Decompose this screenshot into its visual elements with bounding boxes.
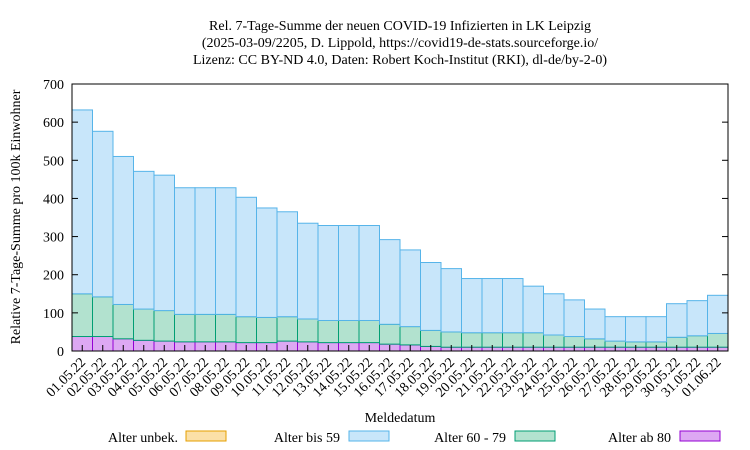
bar-alter-bis-59-23 (543, 293, 565, 336)
bar-alter-bis-59-27 (625, 316, 647, 343)
bar-alter-60-79-17 (420, 329, 442, 347)
y-tick-label-2: 200 (43, 269, 64, 284)
y-axis-label: Relative 7-Tage-Summe pro 100k Einwohner (9, 89, 24, 344)
legend: Alter unbek. Alter bis 59 Alter 60 - 79 Alt… (108, 430, 721, 446)
legend-swatch-alter-60-79 (514, 430, 556, 442)
y-axis: 0 100 200 300 400 500 600 700 (43, 78, 728, 360)
bar-alter-bis-59-2 (112, 155, 134, 305)
chart-title-line-3: Lizenz: CC BY-ND 4.0, Daten: Robert Koch… (193, 53, 607, 68)
legend-swatch-alter-unbek (185, 430, 227, 442)
bar-alter-bis-59-26 (604, 316, 626, 342)
legend-swatch-alter-bis-59 (348, 430, 390, 442)
legend-label-alter-ab-80: Alter ab 80 (608, 431, 671, 446)
bar-alter-bis-59-30 (686, 300, 708, 337)
y-tick-label-7: 700 (43, 78, 64, 93)
y-tick-label-3: 300 (43, 231, 64, 246)
bar-alter-60-79-6 (194, 313, 216, 343)
y-tick-label-5: 500 (43, 154, 64, 169)
bar-alter-bis-59-9 (256, 207, 278, 318)
bar-alter-bis-59-4 (153, 174, 175, 312)
bar-alter-60-79-7 (215, 313, 237, 343)
bar-alter-bis-59-31 (707, 294, 729, 334)
bar-alter-bis-59-17 (420, 262, 442, 331)
chart-title-line-1: Rel. 7-Tage-Summe der neuen COVID-19 Inf… (209, 19, 591, 34)
bar-alter-60-79-0 (71, 293, 93, 338)
bar-alter-bis-59-20 (481, 278, 503, 334)
legend-label-alter-unbek: Alter unbek. (108, 431, 178, 446)
bar-alter-60-79-1 (92, 296, 114, 338)
x-axis: 01.05.2202.05.2203.05.2204.05.2205.05.22… (44, 345, 725, 400)
bars-group (71, 109, 729, 352)
bar-alter-60-79-13 (338, 319, 360, 344)
bar-alter-bis-59-3 (133, 170, 155, 310)
chart-title: Rel. 7-Tage-Summe der neuen COVID-19 Inf… (193, 19, 607, 68)
bar-alter-60-79-5 (174, 313, 196, 343)
bar-alter-bis-59-22 (522, 285, 544, 334)
legend-label-alter-bis-59: Alter bis 59 (274, 431, 340, 446)
y-tick-label-1: 100 (43, 307, 64, 322)
bar-alter-bis-59-13 (338, 225, 360, 321)
x-axis-label: Meldedatum (365, 411, 436, 426)
bar-alter-bis-59-28 (645, 316, 667, 343)
chart-title-line-2: (2025-03-09/2205, D. Lippold, https://co… (202, 36, 598, 51)
bar-alter-bis-59-21 (502, 278, 524, 334)
bar-alter-bis-59-14 (358, 225, 380, 321)
bar-alter-60-79-14 (358, 319, 380, 344)
bar-alter-bis-59-19 (461, 278, 483, 334)
bar-alter-60-79-4 (153, 310, 175, 342)
bar-alter-bis-59-16 (399, 249, 421, 328)
plot-frame (71, 83, 729, 352)
bar-alter-60-79-9 (256, 316, 278, 344)
y-tick-label-0: 0 (57, 345, 64, 360)
bar-alter-60-79-10 (276, 316, 298, 342)
bar-alter-60-79-12 (317, 319, 339, 344)
bar-alter-bis-59-12 (317, 225, 339, 321)
bar-alter-bis-59-6 (194, 187, 216, 315)
bar-alter-60-79-3 (133, 308, 155, 341)
bar-alter-60-79-8 (235, 316, 257, 344)
bar-alter-bis-59-11 (297, 222, 319, 320)
bar-alter-60-79-15 (379, 323, 401, 345)
bar-alter-60-79-18 (440, 331, 462, 348)
bar-alter-bis-59-8 (235, 196, 257, 318)
bar-alter-bis-59-0 (71, 109, 93, 295)
bar-alter-bis-59-10 (276, 211, 298, 318)
bar-alter-60-79-11 (297, 318, 319, 343)
bar-alter-bis-59-18 (440, 268, 462, 333)
bar-alter-60-79-2 (112, 303, 134, 340)
y-tick-label-6: 600 (43, 116, 64, 131)
bar-alter-60-79-16 (399, 326, 421, 346)
bar-alter-bis-59-25 (584, 308, 606, 340)
bar-alter-bis-59-24 (563, 299, 585, 338)
legend-swatch-alter-ab-80 (679, 430, 721, 442)
bar-alter-bis-59-15 (379, 239, 401, 325)
bar-alter-bis-59-29 (666, 303, 688, 338)
bar-alter-bis-59-7 (215, 187, 237, 315)
bar-alter-bis-59-1 (92, 130, 114, 298)
bar-alter-bis-59-5 (174, 187, 196, 315)
legend-label-alter-60-79: Alter 60 - 79 (434, 431, 506, 446)
y-tick-label-4: 400 (43, 192, 64, 207)
